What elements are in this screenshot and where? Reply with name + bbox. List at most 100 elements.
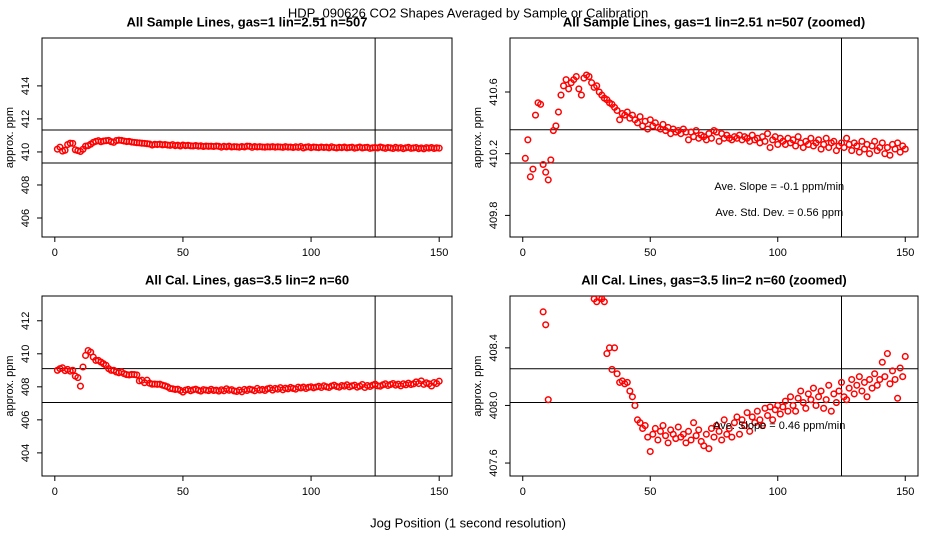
point [878, 358, 886, 366]
point [533, 251, 539, 257]
point [789, 136, 797, 144]
point [799, 143, 807, 152]
point [817, 387, 825, 395]
point [531, 111, 540, 119]
point [822, 396, 830, 404]
point [608, 365, 616, 373]
point [651, 424, 659, 433]
point [539, 308, 547, 316]
point [659, 422, 667, 430]
y-axis-label: approx. ppm [4, 107, 16, 168]
point [572, 73, 580, 81]
point [646, 116, 654, 124]
point [557, 91, 565, 99]
point [521, 154, 529, 162]
point [840, 143, 848, 152]
point [764, 411, 772, 420]
point [866, 150, 874, 158]
point [623, 378, 631, 386]
point [565, 85, 573, 93]
point [855, 148, 863, 156]
point [603, 350, 611, 358]
point [786, 393, 795, 401]
point [674, 423, 682, 431]
point [538, 259, 544, 265]
point [130, 371, 138, 379]
point [855, 373, 863, 381]
point [799, 399, 807, 407]
point [843, 134, 851, 142]
point [901, 352, 909, 361]
y-axis-label: approx. ppm [472, 107, 484, 168]
point [600, 298, 608, 306]
point [435, 144, 443, 152]
point [830, 390, 838, 398]
point [576, 259, 582, 265]
point [779, 403, 787, 411]
point [743, 409, 751, 417]
point [539, 160, 547, 169]
point [561, 172, 567, 178]
y-tick-label: 406 [20, 411, 32, 429]
point [888, 367, 897, 375]
point [568, 201, 574, 207]
plot-frame [41, 295, 453, 477]
y-tick-label: 410 [20, 143, 32, 161]
point [728, 433, 736, 441]
point [756, 416, 764, 424]
point [433, 144, 441, 152]
point [792, 407, 800, 415]
point [662, 432, 670, 440]
point [705, 445, 713, 453]
point [720, 416, 728, 424]
point [766, 403, 774, 411]
point [79, 363, 87, 371]
point [616, 116, 624, 124]
point [552, 122, 560, 130]
point [725, 424, 733, 433]
plot-frame [509, 37, 919, 238]
point [525, 244, 531, 250]
point [682, 439, 690, 447]
panel: All Cal. Lines, gas=3.5 lin=2 n=60 (zoom… [472, 86, 919, 498]
point [566, 187, 572, 193]
point [646, 447, 654, 456]
point [544, 176, 552, 184]
point [593, 82, 601, 90]
y-tick-label: 410.2 [488, 140, 500, 168]
point [589, 287, 595, 293]
point [761, 137, 769, 145]
point [794, 394, 802, 402]
annotation: Ave. Slope = -0.1 ppm/min [714, 181, 844, 193]
point [575, 85, 583, 93]
panel-title: All Cal. Lines, gas=3.5 lin=2 n=60 (zoom… [581, 272, 847, 287]
point [899, 373, 907, 381]
point [804, 390, 812, 398]
plot-frame [41, 37, 453, 238]
point [702, 430, 710, 438]
point [690, 419, 698, 427]
point [633, 119, 642, 127]
x-tick-label: 0 [520, 486, 526, 498]
points [53, 136, 443, 156]
point [812, 401, 820, 409]
point [544, 396, 552, 404]
point [764, 130, 772, 138]
point [613, 370, 621, 378]
point [794, 133, 802, 141]
point [815, 393, 823, 401]
point [553, 86, 559, 92]
point [649, 430, 657, 438]
plot-frame [509, 295, 919, 477]
point [76, 382, 84, 390]
x-tick-label: 100 [769, 486, 787, 498]
point [684, 427, 693, 435]
point [611, 344, 619, 352]
x-tick-label: 150 [430, 486, 448, 498]
point [560, 82, 568, 90]
point [751, 419, 759, 427]
point [860, 378, 869, 386]
y-tick-label: 414 [20, 77, 32, 95]
point [802, 404, 810, 412]
